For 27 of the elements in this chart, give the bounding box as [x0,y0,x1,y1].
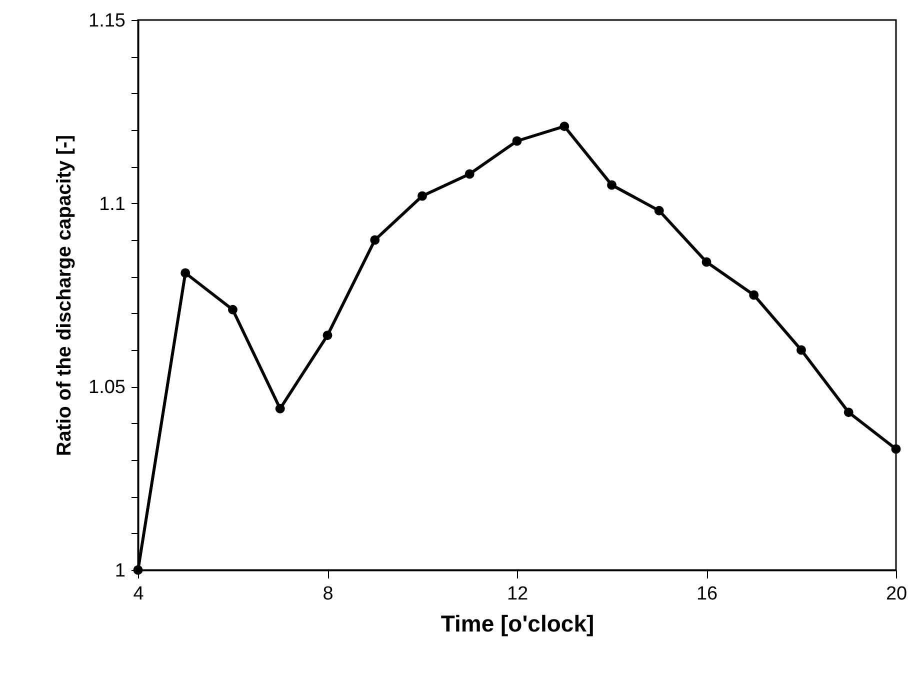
point [796,345,806,355]
x-axis-title: Time [o'clock] [440,610,594,636]
x-tick-label: 8 [322,584,334,604]
x-tick-label: 16 [696,584,718,604]
point [180,268,190,278]
x-tick-label: 4 [133,584,144,604]
point [560,122,570,132]
point [418,191,427,201]
y-tick-label: 1.15 [88,10,126,32]
y-tick-label: 1 [114,560,126,582]
point [891,444,901,454]
point [370,235,380,245]
point [228,304,238,314]
y-axis-title: Ratio of the discharge capacity [-] [54,134,76,456]
point [464,169,474,179]
y-tick-label: 1.1 [99,194,126,215]
point [512,136,522,146]
point [749,290,759,300]
point [607,180,616,190]
point [322,330,332,340]
x-tick-label: 12 [506,584,528,604]
x-tick-label: 20 [886,584,908,604]
point [702,257,712,267]
point [654,206,664,216]
y-tick-label: 1.05 [88,377,126,398]
point [275,404,285,414]
point [844,408,854,418]
